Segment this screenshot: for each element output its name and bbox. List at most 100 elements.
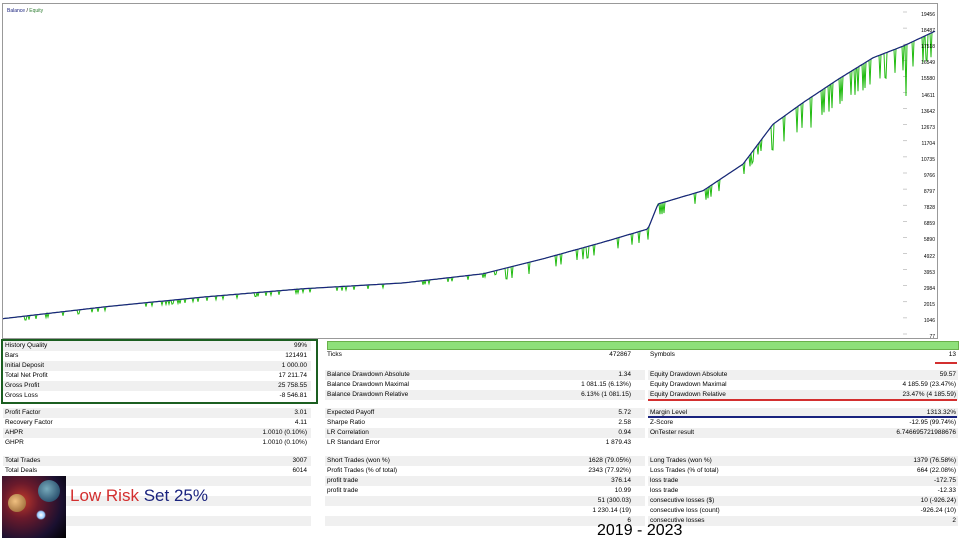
stat-label: GHPR	[5, 439, 24, 446]
y-tick-label: 4922	[923, 253, 935, 260]
years-caption: 2019 - 2023	[597, 522, 683, 539]
stat-label: Long Trades (won %)	[650, 457, 712, 464]
stat-row: Expected Payoff 5.72	[325, 408, 645, 418]
stat-label: LR Standard Error	[327, 439, 380, 446]
space-logo-image	[2, 476, 66, 538]
stat-row: Balance Drawdown Absolute 1.34	[325, 370, 645, 380]
balance-equity-chart: Balance / Equity 19456 18487 17518 16549 155…	[2, 3, 938, 340]
stat-value: 4.11	[294, 419, 307, 426]
stat-label: Profit Trades (% of total)	[327, 467, 398, 474]
stat-value: 1379 (76.58%)	[913, 457, 956, 464]
stat-value: 59.57	[939, 371, 956, 378]
stat-label: Total Trades	[5, 457, 41, 464]
stat-value: -12.95 (99.74%)	[909, 419, 956, 426]
stat-value: 1 879.43	[605, 439, 631, 446]
y-tick-label: 7828	[923, 205, 935, 212]
stat-row: profit trade 10.99	[325, 486, 645, 496]
set-label: Set 25%	[143, 486, 208, 505]
history-quality-bar	[327, 341, 959, 350]
stat-label: consecutive losses	[650, 517, 705, 524]
stat-row: Initial Deposit 1 000.00	[3, 361, 311, 371]
stat-label: Total Deals	[5, 467, 38, 474]
y-tick-label: 5890	[923, 237, 935, 244]
stat-label: Symbols	[650, 351, 675, 358]
stat-value: 6.746695721988676	[896, 429, 956, 436]
stat-label: Initial Deposit	[5, 362, 45, 369]
chart-canvas	[3, 11, 936, 335]
stat-row: LR Standard Error 1 879.43	[325, 438, 645, 448]
stat-value: 5.72	[618, 409, 631, 416]
stat-row: Total Trades 3007	[3, 456, 311, 466]
planet-icon	[38, 480, 60, 502]
stat-row: Total Net Profit 17 211.74	[3, 371, 311, 381]
stat-value: -926.24 (10)	[920, 507, 956, 514]
stat-row: Balance Drawdown Maximal 1 081.15 (6.13%)	[325, 380, 645, 390]
y-tick-label: 2984	[923, 285, 935, 292]
stat-value: 4 185.59 (23.47%)	[902, 381, 956, 388]
stat-value: -8 546.81	[279, 392, 307, 399]
stat-value: 0.94	[618, 429, 631, 436]
y-tick-label: 16549	[921, 60, 935, 67]
stat-row: Gross Profit 25 758.55	[3, 381, 311, 391]
stat-label: profit trade	[327, 487, 359, 494]
y-tick-label: 77	[929, 334, 935, 340]
stat-value: -172.75	[933, 477, 956, 484]
highlight-box	[1, 339, 318, 404]
stat-row: Sharpe Ratio 2.58	[325, 418, 645, 428]
stat-value: 6	[627, 517, 631, 524]
chart-legend: Balance / Equity	[7, 8, 43, 14]
stat-label: Recovery Factor	[5, 419, 53, 426]
stat-value: 13	[948, 351, 956, 358]
balance-series	[3, 30, 936, 320]
stat-row: 6	[325, 516, 645, 526]
stat-label: profit trade	[327, 477, 359, 484]
stat-value: 121491	[285, 352, 307, 359]
y-tick-label: 8797	[923, 189, 935, 196]
y-tick-label: 12673	[921, 124, 935, 131]
y-tick-label: 9766	[923, 173, 935, 179]
stat-row: GHPR 1.0010 (0.10%)	[3, 438, 311, 448]
stat-row: 51 (300.03)	[325, 496, 645, 506]
stat-label: LR Correlation	[327, 429, 369, 436]
stat-value: 10 (-926.24)	[920, 497, 956, 504]
stat-label: Equity Drawdown Maximal	[650, 381, 727, 388]
stat-value: 99%	[293, 342, 307, 349]
stat-row: Equity Drawdown Absolute 59.57	[648, 370, 958, 380]
stat-row: Loss Trades (% of total) 664 (22.08%)	[648, 466, 958, 476]
stat-row: Z-Score -12.95 (99.74%)	[648, 418, 958, 428]
stat-value: 6014	[292, 467, 307, 474]
stat-row: Balance Drawdown Relative 6.13% (1 081.15…	[325, 390, 645, 400]
stat-row: AHPR 1.0010 (0.10%)	[3, 428, 311, 438]
stat-row: loss trade -172.75	[648, 476, 958, 486]
stat-row: Equity Drawdown Maximal 4 185.59 (23.47%)	[648, 380, 958, 390]
stat-label: Ticks	[327, 351, 342, 358]
stat-value: 2.58	[618, 419, 631, 426]
stat-value: 23.47% (4 185.59)	[902, 391, 956, 398]
stat-value: 10.99	[614, 487, 631, 494]
y-tick-label: 19456	[921, 12, 935, 18]
stat-value: 25 758.55	[278, 382, 307, 389]
stat-label: Bars	[5, 352, 19, 359]
y-tick-label: 11704	[921, 140, 935, 147]
stat-row: Bars 121491	[3, 351, 311, 361]
y-tick-label: 2015	[923, 301, 935, 308]
stat-row: History Quality 99%	[3, 341, 311, 351]
stat-label: AHPR	[5, 429, 24, 436]
stat-label: consecutive loss (count)	[650, 507, 720, 514]
y-tick-label: 13642	[921, 108, 935, 115]
stat-label: Equity Drawdown Absolute	[650, 371, 728, 378]
stat-row: Equity Drawdown Relative 23.47% (4 185.59…	[648, 390, 958, 400]
stat-value: 1628 (79.05%)	[588, 457, 631, 464]
stat-label: History Quality	[5, 342, 48, 349]
stat-label: consecutive losses ($)	[650, 497, 715, 504]
stat-value: 664 (22.08%)	[916, 467, 956, 474]
margin-underline	[648, 416, 957, 418]
stat-row: Profit Factor 3.01	[3, 408, 311, 418]
stat-label: Balance Drawdown Maximal	[327, 381, 410, 388]
stat-row: consecutive losses 2	[648, 516, 958, 526]
legend-equity: Equity	[29, 8, 44, 14]
stat-label: OnTester result	[650, 429, 695, 436]
stat-value: 3007	[292, 457, 307, 464]
stat-row: consecutive loss (count) -926.24 (10)	[648, 506, 958, 516]
stat-row: Gross Loss -8 546.81	[3, 391, 311, 401]
